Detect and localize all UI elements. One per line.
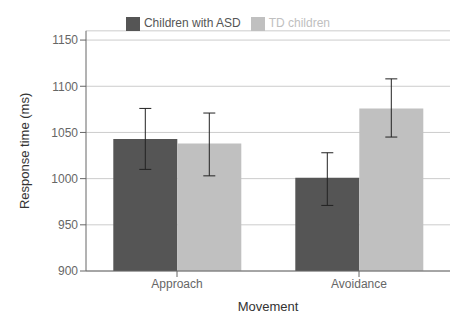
svg-text:Movement: Movement bbox=[238, 299, 299, 314]
svg-text:1150: 1150 bbox=[52, 33, 78, 47]
svg-text:Avoidance: Avoidance bbox=[331, 277, 387, 291]
svg-text:950: 950 bbox=[58, 218, 78, 232]
html-text:Children with ASD: Children with ASD bbox=[144, 16, 241, 30]
svg-text:1100: 1100 bbox=[52, 80, 78, 94]
svg-text:900: 900 bbox=[58, 264, 78, 278]
svg-text:Approach: Approach bbox=[151, 277, 202, 291]
html-text:TD children: TD children bbox=[268, 16, 330, 30]
svg-text:Response time (ms): Response time (ms) bbox=[17, 93, 32, 209]
svg-text:1000: 1000 bbox=[51, 172, 78, 186]
svg-text:1050: 1050 bbox=[51, 126, 78, 140]
